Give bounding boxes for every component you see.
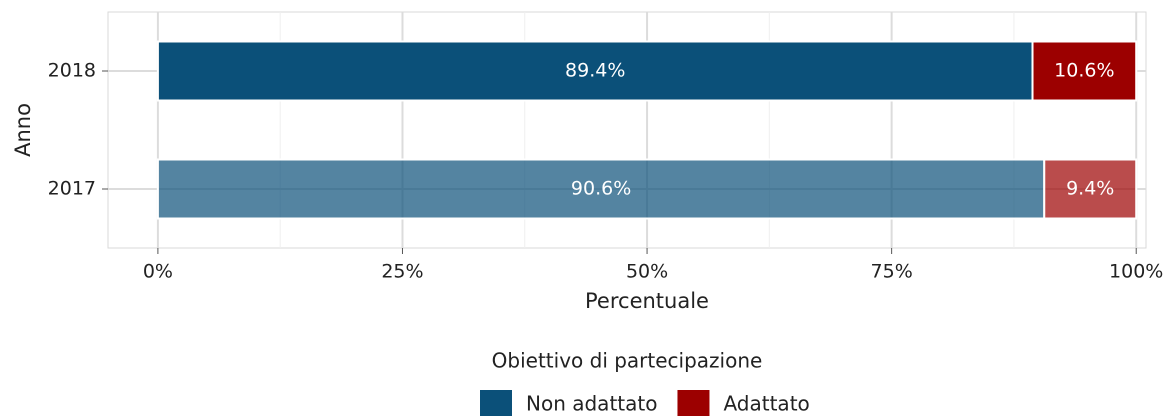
bar <box>1043 158 1138 220</box>
bar <box>1031 40 1138 102</box>
bar <box>156 40 1034 102</box>
legend-key <box>480 390 512 416</box>
bar-label: 89.4% <box>565 60 625 82</box>
x-tick-label: 50% <box>626 261 668 283</box>
y-tick-label: 2018 <box>48 60 96 82</box>
x-tick-label: 75% <box>871 261 913 283</box>
bar-label: 10.6% <box>1054 60 1114 82</box>
x-tick-label: 100% <box>1109 261 1163 283</box>
bar-label: 9.4% <box>1066 178 1114 200</box>
y-axis-title: Anno <box>11 103 35 157</box>
x-tick-label: 25% <box>381 261 423 283</box>
bar <box>156 158 1046 220</box>
legend-key <box>677 390 710 416</box>
x-tick-label: 0% <box>143 261 173 283</box>
legend-label: Non adattato <box>526 392 657 416</box>
x-axis-title: Percentuale <box>585 289 709 313</box>
y-tick-label: 2017 <box>48 178 96 200</box>
bar-label: 90.6% <box>571 178 631 200</box>
legend-title: Obiettivo di partecipazione <box>492 349 763 373</box>
legend-label: Adattato <box>723 392 809 416</box>
